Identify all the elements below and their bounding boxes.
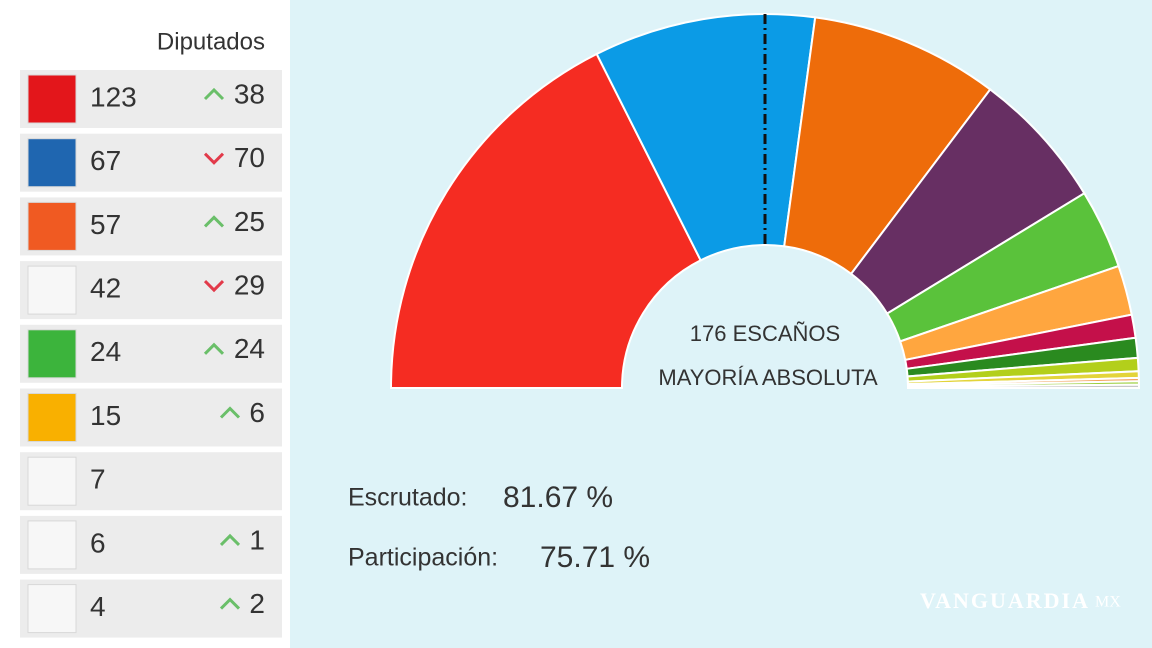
seat-change: 29 — [234, 269, 265, 300]
change-arrow — [219, 406, 241, 419]
stat-label: Escrutado: — [348, 484, 468, 512]
change-arrow — [203, 215, 225, 228]
seat-change: 1 — [249, 524, 265, 555]
party-logo — [27, 584, 77, 634]
party-logo — [27, 265, 77, 315]
stat-value: 75.71 % — [540, 541, 650, 574]
party-logo — [27, 393, 77, 442]
watermark: MX — [1095, 594, 1121, 611]
stat-value: 81.67 % — [503, 481, 613, 514]
majority-label: MAYORÍA ABSOLUTA — [658, 365, 878, 390]
seat-count: 24 — [90, 336, 121, 367]
stat-label: Participación: — [348, 544, 498, 572]
party-logo — [27, 520, 77, 570]
seat-change: 25 — [234, 206, 265, 237]
hemicycle-segment — [906, 383, 1141, 389]
seat-change: 2 — [249, 588, 265, 619]
hemicycle-segment — [389, 52, 702, 389]
seat-count: 67 — [90, 145, 121, 176]
party-logo — [27, 201, 77, 251]
change-arrow — [203, 342, 225, 355]
seat-count: 4 — [90, 591, 106, 622]
seat-count: 42 — [90, 272, 121, 303]
party-logo — [27, 456, 77, 506]
party-logo — [27, 74, 77, 124]
seat-count: 7 — [90, 464, 106, 495]
column-header: Diputados — [157, 28, 265, 55]
hemicycle-segment — [595, 13, 817, 262]
watermark: VANGUARDIA — [920, 588, 1090, 613]
change-arrow — [203, 152, 225, 165]
party-logo — [27, 329, 77, 379]
seat-count: 123 — [90, 81, 137, 112]
majority-label: 176 ESCAÑOS — [690, 321, 840, 346]
seat-count: 15 — [90, 400, 121, 431]
change-arrow — [219, 597, 241, 610]
change-arrow — [203, 280, 225, 293]
seat-change: 6 — [249, 397, 265, 428]
change-arrow — [219, 533, 241, 546]
seat-count: 6 — [90, 527, 106, 558]
seat-change: 70 — [234, 142, 265, 173]
seat-change: 24 — [234, 333, 265, 364]
seat-change: 38 — [234, 78, 265, 109]
party-logo — [27, 138, 77, 188]
seat-count: 57 — [90, 209, 121, 240]
change-arrow — [203, 87, 225, 101]
